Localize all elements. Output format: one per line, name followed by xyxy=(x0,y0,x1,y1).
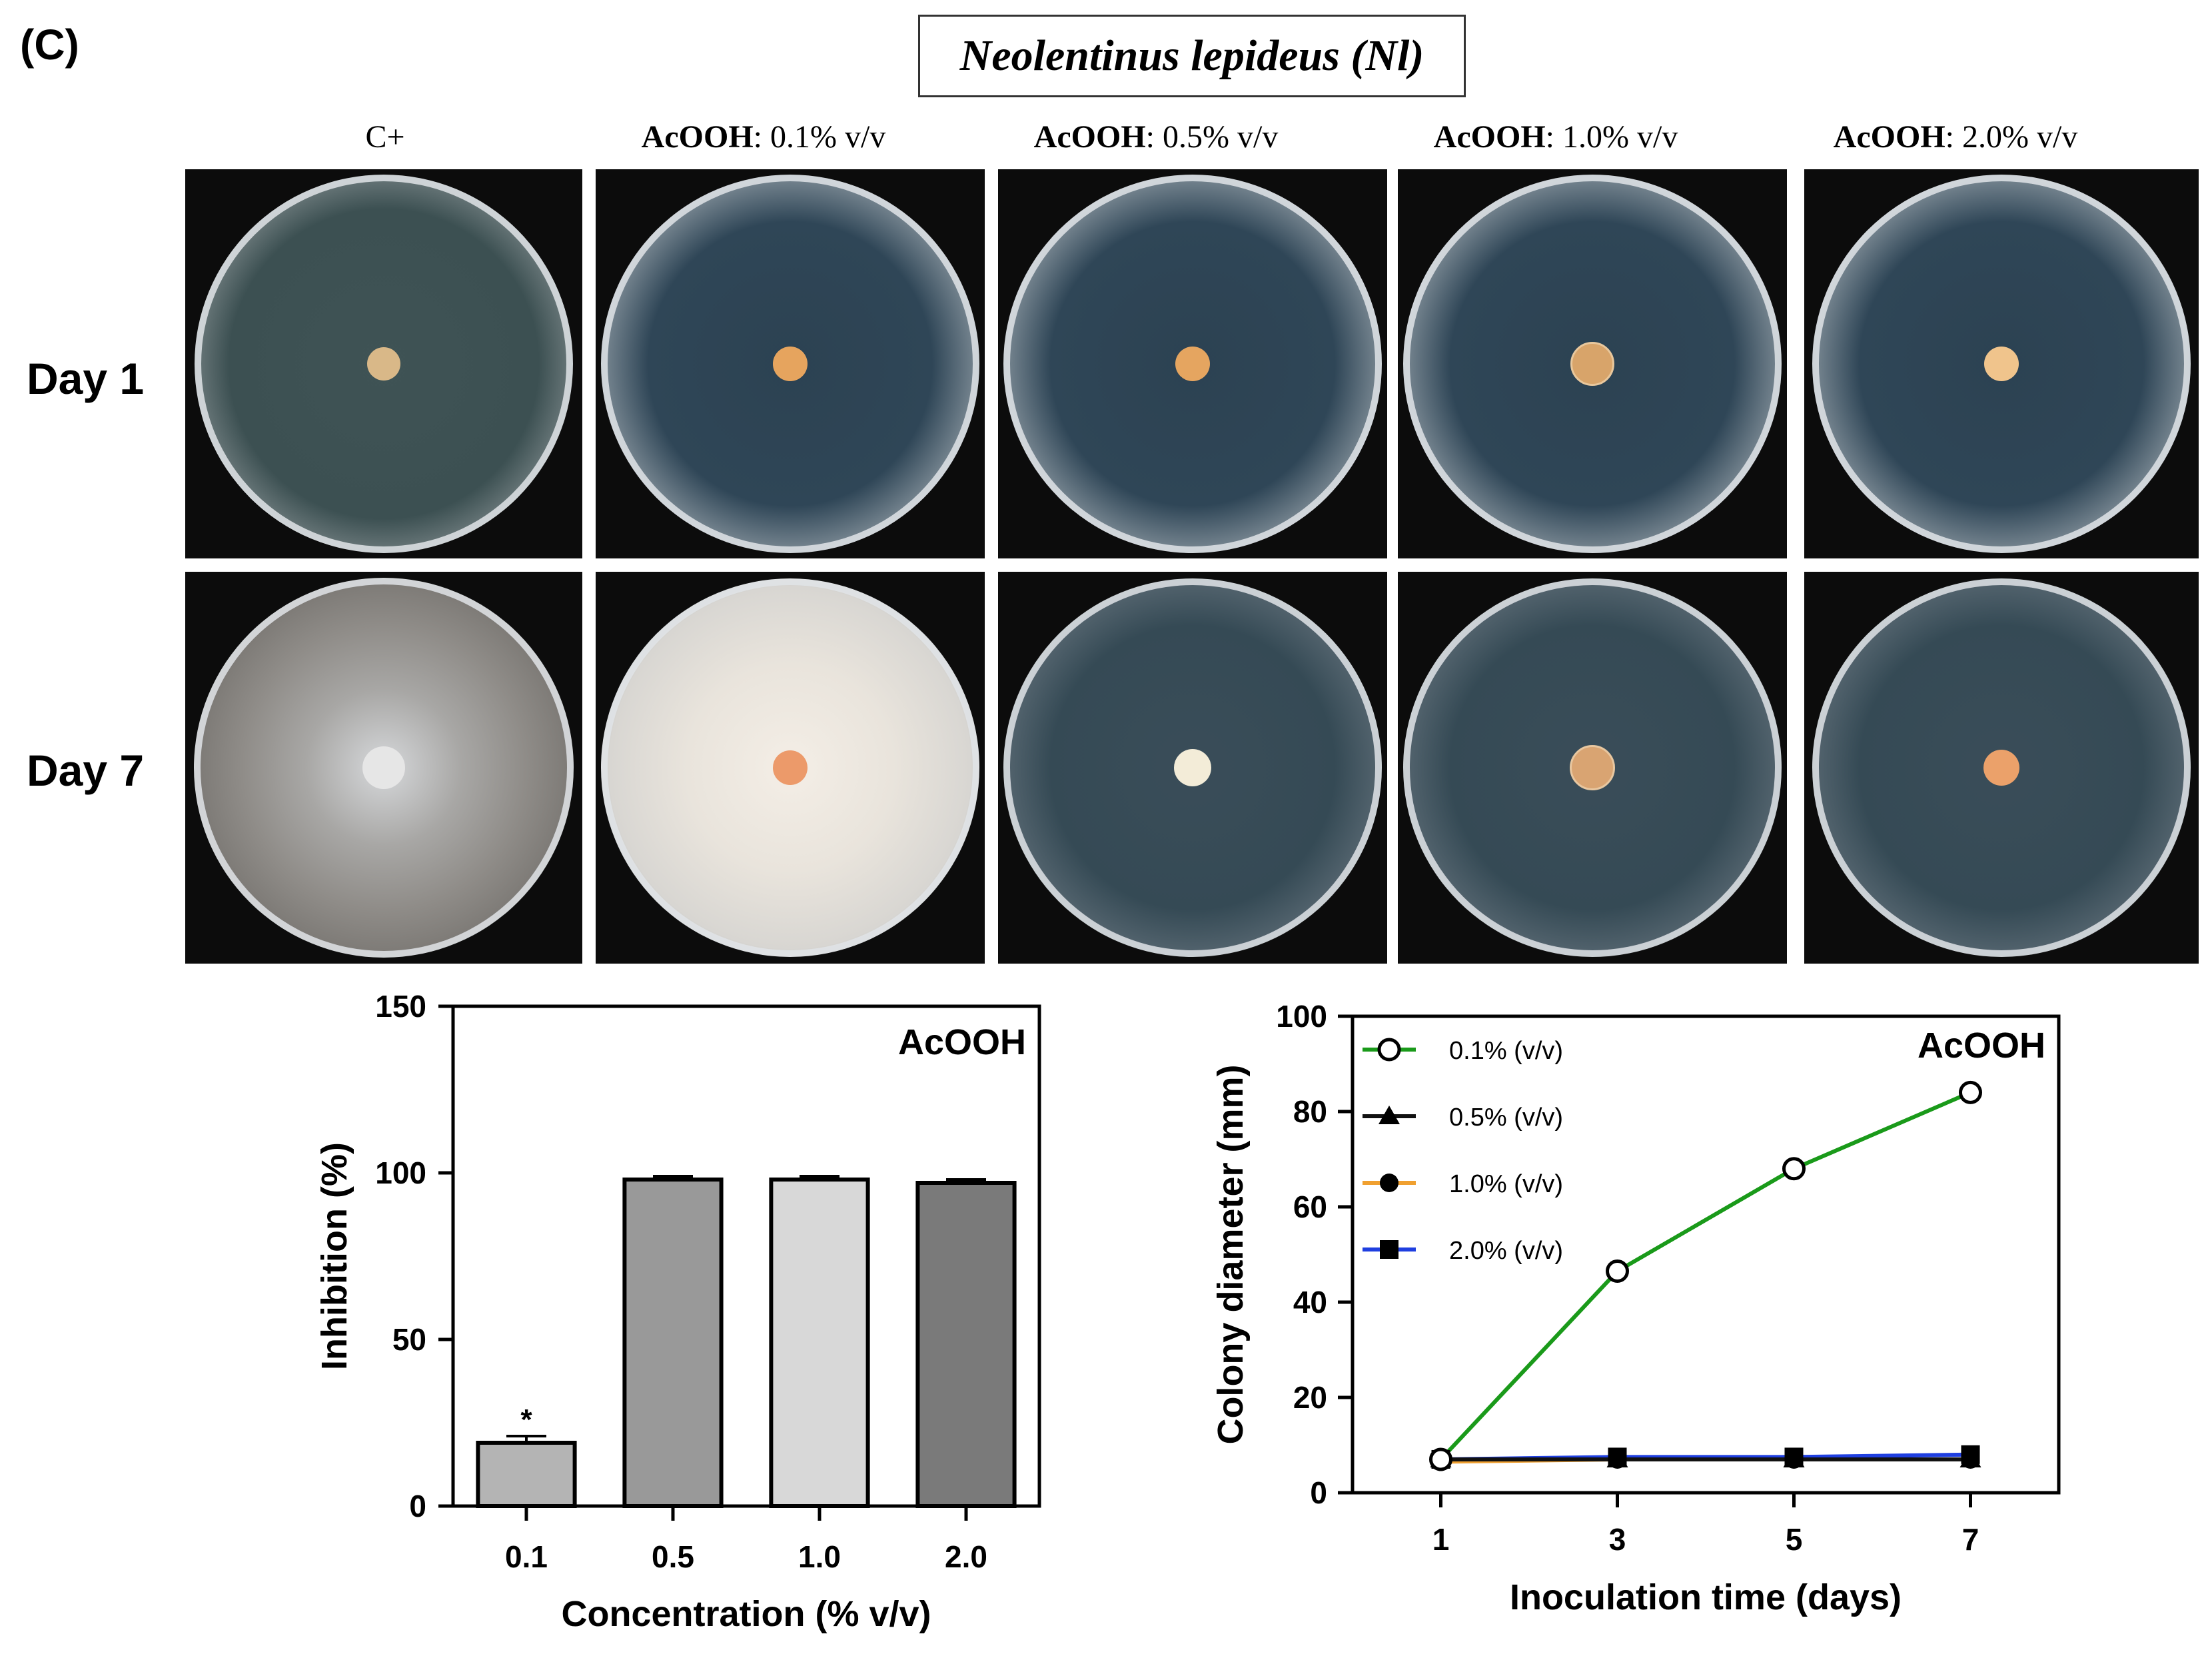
y-tick-label: 80 xyxy=(1293,1094,1327,1129)
y-tick-label: 40 xyxy=(1293,1285,1327,1319)
y-tick-label: 150 xyxy=(375,989,426,1024)
y-tick-label: 0 xyxy=(1310,1475,1327,1510)
y-tick-label: 100 xyxy=(1276,999,1327,1034)
chart-annotation: AcOOH xyxy=(898,1022,1026,1062)
legend-label: 0.1% (v/v) xyxy=(1449,1037,1563,1065)
data-point-series-1 xyxy=(1959,1448,1981,1467)
y-tick-label: 20 xyxy=(1293,1380,1327,1415)
legend-marker xyxy=(1377,1038,1401,1062)
series-line-0 xyxy=(1439,1090,1971,1461)
petri-dish-photo-day7-2.0 xyxy=(1804,572,2199,964)
x-tick-label: 3 xyxy=(1609,1522,1626,1557)
x-tick-label: 1 xyxy=(1432,1522,1450,1557)
data-point-series-0 xyxy=(1959,1080,1982,1104)
panel-label: (C) xyxy=(20,21,79,69)
y-axis-label: Inhibition (%) xyxy=(314,1142,354,1370)
legend-label: 1.0% (v/v) xyxy=(1449,1170,1563,1198)
petri-dish-photo-day7-0.1 xyxy=(596,572,985,964)
data-point-series-1 xyxy=(1783,1448,1805,1467)
colony-diameter-line-chart: 0 20 40 60 80 100 1 3 5 7 0.1% (v/v) 0.5% (v/v) 1.0%… xyxy=(1211,999,2061,1617)
petri-dish-photo-day1-1.0 xyxy=(1398,169,1787,558)
petri-dish-photo-day7-1.0 xyxy=(1398,572,1787,964)
plot-frame xyxy=(1351,1014,2061,1495)
legend-label: 2.0% (v/v) xyxy=(1449,1237,1563,1265)
column-header-control: C+ xyxy=(365,119,405,155)
x-tick-label: 0.5 xyxy=(652,1539,694,1574)
petri-dish-photo-day7-0.5 xyxy=(998,572,1387,964)
y-axis-label: Colony diameter (mm) xyxy=(1211,1064,1251,1444)
significance-marker: * xyxy=(520,1403,532,1436)
bar-0.5 xyxy=(622,1178,724,1508)
column-header-0.1: AcOOH: 0.1% v/v xyxy=(641,119,886,155)
legend-marker xyxy=(1380,1240,1398,1259)
row-label-day-7: Day 7 xyxy=(27,746,145,795)
x-tick-label: 0.1 xyxy=(505,1539,548,1574)
x-axis-label: Concentration (% v/v) xyxy=(561,1594,931,1634)
column-header-0.5: AcOOH: 0.5% v/v xyxy=(1033,119,1279,155)
y-tick-label: 50 xyxy=(392,1322,426,1357)
petri-dish-photo-day1-control xyxy=(185,169,582,558)
y-tick-label: 0 xyxy=(409,1489,426,1523)
bar-0.1 xyxy=(476,1441,577,1508)
data-point-series-1 xyxy=(1606,1448,1628,1467)
legend-label: 0.5% (v/v) xyxy=(1449,1104,1563,1132)
petri-dish-photo-day1-0.1 xyxy=(596,169,985,558)
x-tick-label: 2.0 xyxy=(945,1539,987,1574)
x-axis-label: Inoculation time (days) xyxy=(1510,1577,1902,1617)
data-point-series-0 xyxy=(1606,1259,1629,1283)
plot-frame xyxy=(451,1004,1041,1508)
x-tick-label: 7 xyxy=(1962,1522,1979,1557)
legend-marker xyxy=(1380,1174,1398,1192)
petri-dish-photo-day1-0.5 xyxy=(998,169,1387,558)
chart-annotation: AcOOH xyxy=(1918,1026,2045,1066)
y-tick-label: 100 xyxy=(375,1156,426,1190)
x-tick-label: 5 xyxy=(1786,1522,1803,1557)
data-point-series-0 xyxy=(1429,1447,1452,1471)
petri-dish-photo-day1-2.0 xyxy=(1804,169,2199,558)
species-title: Neolentinus lepideus (Nl) xyxy=(918,15,1466,97)
row-label-day-1: Day 1 xyxy=(27,354,145,403)
petri-dish-photo-day7-control xyxy=(185,572,582,964)
inhibition-bar-chart: 0 50 100 150 * 0.1 0.5 1.0 2.0 AcOOH Concentration… xyxy=(314,989,1041,1634)
x-tick-label: 1.0 xyxy=(798,1539,841,1574)
bar-1.0 xyxy=(769,1178,870,1508)
legend-marker xyxy=(1379,1106,1400,1124)
bar-2.0 xyxy=(915,1181,1017,1508)
y-tick-label: 60 xyxy=(1293,1190,1327,1224)
column-header-1.0: AcOOH: 1.0% v/v xyxy=(1433,119,1678,155)
data-point-series-0 xyxy=(1782,1157,1806,1181)
column-header-2.0: AcOOH: 2.0% v/v xyxy=(1833,119,2078,155)
